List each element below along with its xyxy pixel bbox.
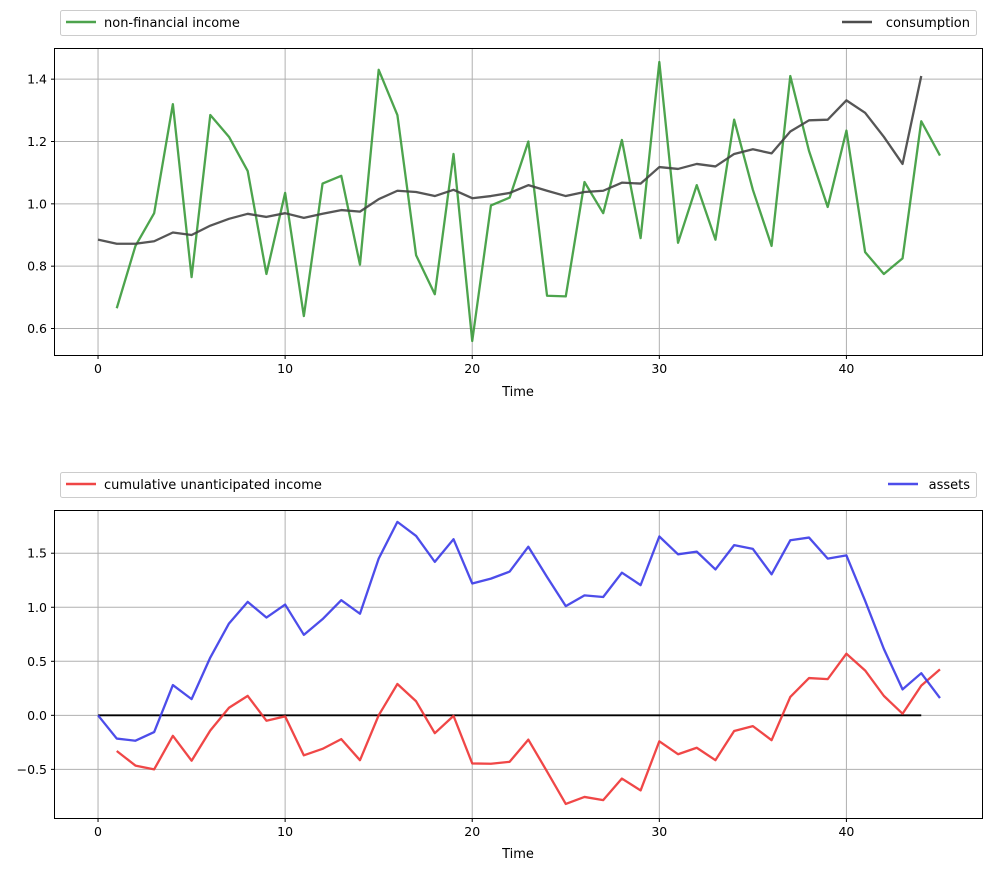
x-tick-label: 0	[94, 824, 102, 839]
x-tick-label: 30	[651, 361, 667, 376]
series-bottom	[97, 520, 941, 806]
legend-box-top	[60, 10, 977, 36]
y-tick-label: 1.5	[27, 546, 47, 561]
series-line-non-financial-income	[115, 60, 941, 343]
y-tick-label: 1.0	[27, 196, 47, 211]
x-tick-label: 30	[651, 824, 667, 839]
x-tick-label: 10	[277, 361, 293, 376]
legend-label-assets: assets	[929, 478, 971, 493]
x-axis-label-bottom: Time	[501, 847, 534, 862]
chart-top: non-financial income consumption 0 10 20 30…	[27, 10, 983, 400]
y-tick-label: 0.6	[27, 321, 47, 336]
y-tick-label: −0.5	[17, 762, 47, 777]
y-tick-label: 0.8	[27, 259, 47, 274]
legend-box-bottom	[60, 472, 977, 498]
x-tick-label: 40	[838, 824, 854, 839]
x-tick-label: 10	[277, 824, 293, 839]
x-tick-label: 0	[94, 361, 102, 376]
y-tick-label: 1.0	[27, 600, 47, 615]
y-tick-label: 1.2	[27, 134, 47, 149]
axis-ticks-top: 0 10 20 30 40 0.6 0.8 1.0 1.2 1.4	[27, 72, 854, 376]
series-line-consumption	[97, 75, 923, 245]
grid-top	[55, 48, 983, 355]
legend-label-consumption: consumption	[886, 16, 970, 31]
legend-label-non-financial-income: non-financial income	[104, 16, 240, 31]
x-axis-label-top: Time	[501, 385, 534, 400]
y-tick-label: 0.5	[27, 654, 47, 669]
plot-frame-bottom	[54, 510, 983, 819]
chart-bottom: cumulative unanticipated income assets 0…	[17, 472, 983, 862]
legend-label-cumulative-unanticipated-income: cumulative unanticipated income	[104, 478, 322, 493]
x-tick-label: 40	[838, 361, 854, 376]
axis-ticks-bottom: 0 10 20 30 40 −0.5 0.0 0.5 1.0 1.5	[17, 546, 855, 839]
y-tick-label: 1.4	[27, 72, 47, 87]
y-tick-label: 0.0	[27, 708, 47, 723]
series-line-cumulative-unanticipated-income	[116, 652, 941, 806]
plot-frame-top	[54, 48, 983, 356]
x-tick-label: 20	[464, 824, 480, 839]
series-line-assets	[97, 520, 941, 742]
series-top	[97, 60, 941, 343]
x-tick-label: 20	[464, 361, 480, 376]
